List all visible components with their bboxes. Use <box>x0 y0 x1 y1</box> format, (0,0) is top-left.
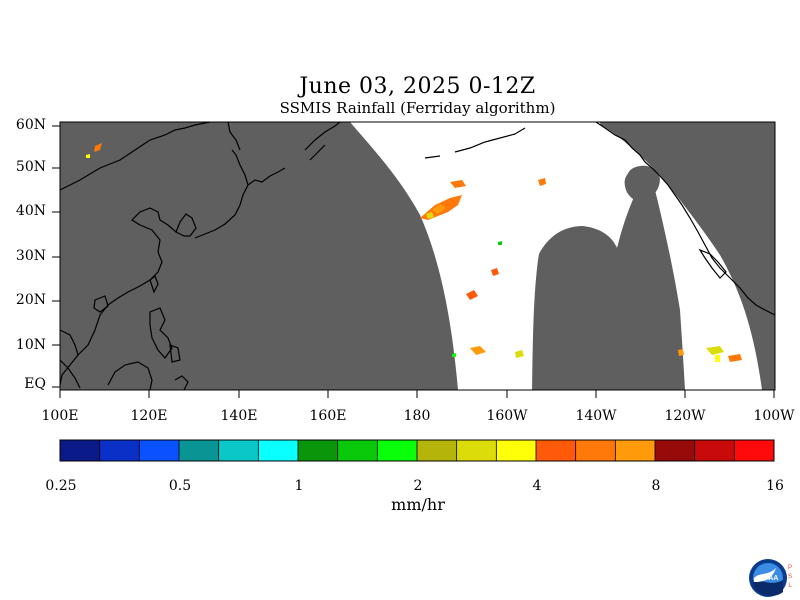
lon-label-100e: 100E <box>41 408 79 424</box>
colorbar-swatch <box>337 440 378 461</box>
lon-label-140e: 140E <box>220 408 258 424</box>
colorbar-swatch <box>258 440 299 461</box>
swath-gap <box>624 166 660 202</box>
colorbar-swatch <box>218 440 259 461</box>
colorbar-label-0.25: 0.25 <box>45 478 77 494</box>
colorbar-swatch <box>179 440 220 461</box>
map-title: June 03, 2025 0-12Z <box>299 74 536 99</box>
colorbar-swatch <box>377 440 418 461</box>
lon-label-120w: 120W <box>664 408 706 424</box>
colorbar-swatch <box>575 440 616 461</box>
axis-ticks <box>52 125 775 398</box>
lon-label-160e: 160E <box>309 408 347 424</box>
lat-label-10n: 10N <box>15 337 46 353</box>
noaa-logo[interactable]: NOAA P S L <box>748 556 794 600</box>
svg-text:P: P <box>788 565 792 571</box>
svg-text:L: L <box>788 583 792 589</box>
lon-label-140w: 140W <box>575 408 617 424</box>
lat-label-40n: 40N <box>15 203 46 219</box>
colorbar-label-4: 4 <box>532 478 542 494</box>
colorbar-swatch <box>496 440 537 461</box>
colorbar-swatch <box>139 440 180 461</box>
colorbar-swatch <box>60 440 101 461</box>
colorbar-label-1: 1 <box>294 478 304 494</box>
coastlines <box>60 122 775 390</box>
colorbar-label-8: 8 <box>651 478 661 494</box>
lon-label-180: 180 <box>403 408 431 424</box>
colorbar-swatch <box>734 440 775 461</box>
lat-label-50n: 50N <box>15 159 46 175</box>
colorbar-label-0.5: 0.5 <box>168 478 192 494</box>
swath-b <box>492 122 617 258</box>
lon-label-100w: 100W <box>753 408 795 424</box>
colorbar-label-16: 16 <box>766 478 784 494</box>
colorbar-swatch <box>298 440 339 461</box>
colorbar-swatch <box>536 440 577 461</box>
map-subtitle: SSMIS Rainfall (Ferriday algorithm) <box>279 99 556 117</box>
colorbar-swatch <box>615 440 656 461</box>
colorbar-swatch <box>417 440 458 461</box>
rain-features <box>86 143 742 362</box>
colorbar <box>59 439 775 462</box>
lat-label-60n: 60N <box>15 117 46 133</box>
colorbar-label-2: 2 <box>413 478 423 494</box>
svg-text:NOAA: NOAA <box>758 575 779 582</box>
svg-text:S: S <box>788 574 792 580</box>
colorbar-swatch <box>655 440 696 461</box>
colorbar-units: mm/hr <box>391 495 445 514</box>
lat-label-eq: EQ <box>24 376 46 392</box>
swath-c <box>596 122 762 390</box>
lat-label-20n: 20N <box>15 292 46 308</box>
lon-label-120e: 120E <box>130 408 168 424</box>
colorbar-swatch <box>694 440 735 461</box>
colorbar-swatch <box>99 440 140 461</box>
colorbar-swatch <box>456 440 497 461</box>
lon-label-160w: 160W <box>486 408 528 424</box>
lat-label-30n: 30N <box>15 248 46 264</box>
